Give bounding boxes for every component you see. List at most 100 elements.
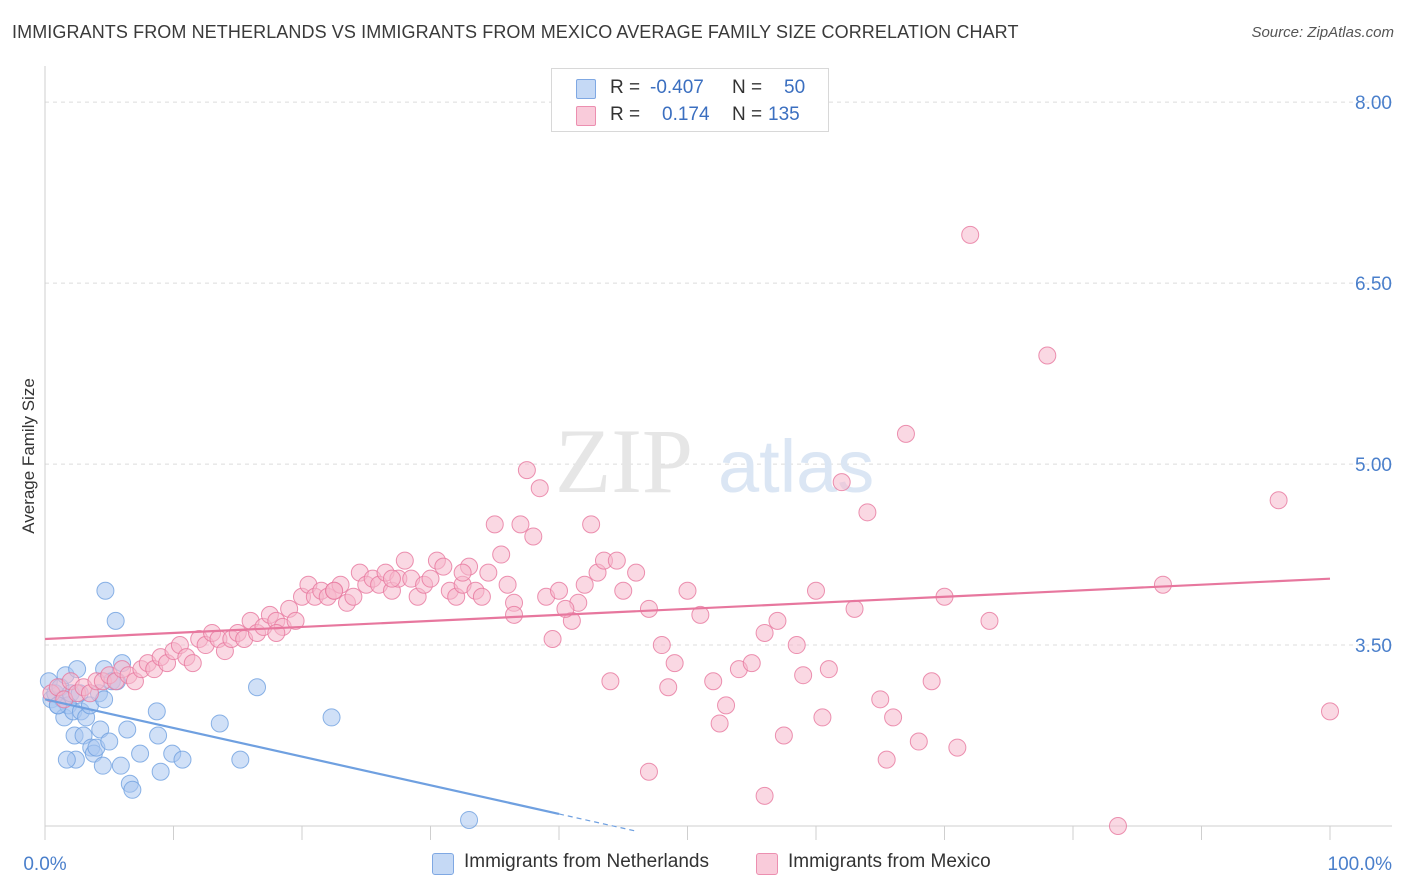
data-point — [91, 720, 110, 739]
data-point — [691, 605, 710, 624]
data-point — [498, 575, 517, 594]
data-point — [325, 581, 344, 600]
data-point — [845, 599, 864, 618]
correlation-legend: R = -0.407 N = 50 R = 0.174 N = 135 — [551, 68, 829, 132]
data-point — [639, 762, 658, 781]
data-point — [472, 587, 491, 606]
data-point — [665, 654, 684, 673]
y-tick-label: 3.50 — [1355, 636, 1392, 657]
series-netherlands — [39, 581, 479, 829]
data-point — [460, 810, 479, 829]
data-point — [492, 545, 511, 564]
data-point — [517, 461, 536, 480]
data-point — [453, 563, 472, 582]
data-point — [832, 473, 851, 492]
data-point — [1108, 817, 1127, 835]
legend-r-value: -0.407 — [650, 77, 704, 98]
data-point — [871, 690, 890, 709]
legend-r-label: R = — [610, 77, 641, 98]
legend-n-value: 50 — [784, 77, 806, 98]
watermark-atlas: atlas — [718, 425, 874, 508]
legend-swatch-netherlands — [432, 853, 454, 875]
data-point — [550, 581, 568, 600]
data-point — [248, 678, 267, 697]
data-point — [434, 557, 453, 576]
data-point — [93, 756, 112, 775]
data-point — [807, 581, 825, 600]
data-point — [382, 569, 401, 588]
data-point — [147, 702, 166, 721]
data-point — [813, 708, 832, 727]
data-point — [980, 611, 999, 630]
legend-n-label: N = — [732, 77, 763, 98]
data-point — [1269, 491, 1288, 510]
data-point — [231, 750, 250, 769]
data-point — [131, 744, 150, 763]
data-point — [344, 587, 363, 606]
trend-line — [44, 577, 1331, 641]
data-point — [479, 563, 498, 582]
data-point — [678, 581, 697, 600]
data-point — [111, 756, 130, 775]
data-point — [768, 611, 787, 630]
data-point — [627, 563, 646, 582]
data-point — [149, 726, 168, 745]
data-point — [755, 786, 774, 805]
data-point — [896, 424, 915, 443]
data-point — [57, 750, 76, 769]
watermark: ZIP atlas — [555, 410, 874, 512]
data-point — [601, 672, 620, 691]
gridlines — [45, 101, 1392, 646]
data-point — [485, 515, 504, 534]
y-axis-label: Average Family Size — [19, 378, 38, 534]
data-point — [884, 708, 903, 727]
trend-line-extension — [558, 813, 637, 832]
legend-label-mexico: Immigrants from Mexico — [788, 851, 991, 872]
y-tick-label: 6.50 — [1355, 274, 1392, 295]
data-point — [505, 605, 524, 624]
data-point — [961, 225, 980, 244]
data-point — [607, 551, 626, 570]
data-point — [524, 527, 543, 546]
legend-swatch-mexico — [756, 853, 778, 875]
x-tick-label: 100.0% — [1328, 854, 1393, 875]
data-point — [710, 714, 729, 733]
data-point — [183, 654, 202, 673]
tick-labels: 3.50 5.00 6.50 8.00 0.0% 100.0% — [23, 93, 1392, 875]
data-point — [909, 732, 928, 751]
legend-label-netherlands: Immigrants from Netherlands — [464, 851, 709, 872]
watermark-zip: ZIP — [555, 410, 693, 512]
data-point — [210, 714, 229, 733]
data-point — [819, 660, 838, 679]
data-point — [922, 672, 941, 691]
data-point — [322, 708, 341, 727]
data-point — [1321, 702, 1339, 721]
data-point — [704, 672, 723, 691]
data-point — [639, 599, 658, 618]
data-point — [787, 636, 806, 655]
data-point — [582, 515, 601, 534]
data-point — [173, 750, 192, 769]
data-point — [100, 732, 119, 751]
legend-swatch-netherlands — [576, 79, 596, 99]
y-tick-label: 8.00 — [1355, 93, 1392, 114]
data-point — [1153, 575, 1172, 594]
data-point — [1038, 346, 1057, 365]
data-point — [575, 575, 594, 594]
y-tick-label: 5.00 — [1355, 455, 1392, 476]
data-point — [543, 630, 562, 648]
data-point — [421, 569, 440, 588]
data-point — [717, 696, 736, 715]
series-legend: Immigrants from Netherlands Immigrants f… — [0, 851, 1406, 879]
data-point — [118, 720, 137, 739]
data-point — [755, 623, 774, 642]
data-point — [774, 726, 793, 745]
data-point — [286, 611, 305, 630]
data-point — [614, 581, 633, 600]
data-point — [794, 666, 813, 685]
data-point — [106, 611, 125, 630]
data-point — [395, 551, 414, 570]
data-point — [858, 503, 877, 522]
legend-row-mexico: R = 0.174 N = 135 — [552, 102, 828, 128]
